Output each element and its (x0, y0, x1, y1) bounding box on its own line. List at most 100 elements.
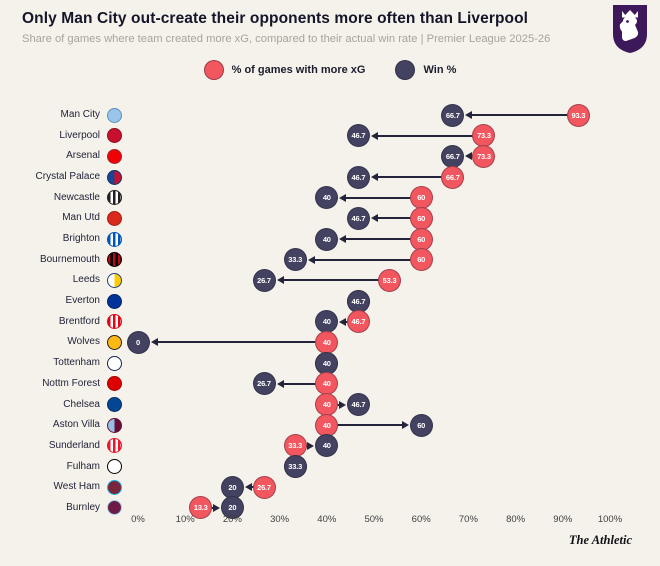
arrowhead-icon (370, 131, 378, 140)
x-axis-tick-label: 20% (222, 514, 242, 525)
xg-circle: 26.7 (252, 475, 276, 499)
x-axis-tick-label: 10% (175, 514, 195, 525)
legend-item-win: Win % (395, 60, 456, 80)
xg-circle: 60 (409, 227, 433, 251)
xg-legend-label: % of games with more xG (231, 64, 366, 76)
dumbbell-connector (375, 134, 484, 137)
win-circle: 33.3 (283, 248, 307, 272)
dumbbell-connector (281, 382, 327, 385)
xg-circle: 60 (409, 206, 433, 230)
team-badge-icon (107, 355, 122, 371)
xg-circle: 33.3 (283, 434, 307, 458)
team-badge-icon (107, 190, 122, 206)
win-circle: 20 (220, 475, 244, 499)
xg-circle: 40 (315, 413, 339, 437)
xg-circle: 53.3 (378, 268, 402, 292)
team-label: Liverpool (59, 129, 100, 141)
team-badge-icon (107, 479, 122, 495)
arrowhead-icon (339, 193, 347, 202)
x-axis-tick-label: 90% (553, 514, 573, 525)
arrowhead-icon (370, 173, 378, 182)
team-label: Leeds (72, 274, 100, 286)
win-circle: 33.3 (283, 455, 307, 479)
team-label: West Ham (53, 481, 101, 493)
x-axis-tick-label: 0% (131, 514, 145, 525)
team-label: Bournemouth (39, 253, 100, 265)
chart-title: Only Man City out-create their opponents… (22, 10, 529, 27)
team-label: Crystal Palace (35, 171, 100, 183)
dumbbell-connector (281, 279, 390, 282)
x-axis-tick-label: 100% (597, 514, 623, 525)
arrowhead-icon (244, 483, 252, 492)
win-circle: 66.7 (441, 103, 465, 127)
arrowhead-icon (339, 317, 347, 326)
arrowhead-icon (276, 379, 284, 388)
team-badge-icon (107, 438, 122, 454)
team-label: Burnley (66, 501, 100, 513)
arrowhead-icon (307, 441, 315, 450)
win-circle: 26.7 (252, 372, 276, 396)
win-circle: 40 (315, 186, 339, 210)
team-badge-icon (107, 252, 122, 268)
dumbbell-connector (312, 258, 422, 261)
x-axis-tick-label: 80% (506, 514, 526, 525)
arrowhead-icon (401, 421, 409, 430)
x-axis-tick-label: 40% (317, 514, 337, 525)
xg-circle: 40 (315, 372, 339, 396)
dumbbell-connector (470, 114, 579, 116)
arrowhead-icon (370, 214, 378, 223)
publisher-wordmark: The Athletic (568, 533, 632, 547)
xg-circle: 73.3 (472, 124, 496, 148)
team-badge-icon (107, 148, 122, 164)
win-circle: 46.7 (346, 206, 370, 230)
arrowhead-icon (150, 338, 158, 347)
dumbbell-connector (344, 196, 422, 199)
team-label: Man City (60, 109, 100, 120)
win-circle: 66.7 (441, 144, 465, 168)
xg-circle: 13.3 (189, 496, 213, 520)
arrowhead-icon (465, 111, 473, 119)
team-badge-icon (107, 169, 122, 185)
x-axis-tick-label: 30% (270, 514, 290, 525)
xg-circle: 73.3 (472, 144, 496, 168)
team-label: Chelsea (63, 398, 100, 410)
team-badge-icon (107, 107, 122, 123)
team-badge-icon (107, 272, 122, 288)
dumbbell-connector (375, 217, 422, 220)
arrowhead-icon (339, 235, 347, 244)
win-circle: 46.7 (346, 165, 370, 189)
x-axis-tick-label: 50% (364, 514, 384, 525)
win-circle: 46.7 (346, 393, 370, 417)
xg-circle: 40 (315, 330, 339, 354)
win-circle: 20 (220, 496, 244, 520)
team-badge-icon (107, 314, 122, 330)
arrowhead-icon (307, 255, 315, 264)
win-circle: 60 (409, 413, 433, 437)
team-badge-icon (107, 397, 122, 413)
win-legend-swatch-icon (395, 60, 416, 80)
win-circle: 46.7 (346, 124, 370, 148)
arrowhead-icon (212, 503, 220, 512)
win-legend-label: Win % (423, 64, 457, 76)
team-badge-icon (107, 334, 122, 350)
xg-circle: 93.3 (566, 103, 590, 127)
team-label: Man Utd (62, 212, 100, 224)
team-badge-icon (107, 500, 122, 516)
x-axis-tick-label: 70% (458, 514, 478, 525)
x-axis-tick-label: 60% (411, 514, 431, 525)
team-label: Brighton (62, 233, 100, 245)
win-circle: 40 (315, 310, 339, 334)
arrowhead-icon (338, 400, 346, 409)
dumbbell-connector (344, 238, 422, 241)
team-badge-icon (107, 231, 122, 247)
team-label: Everton (65, 295, 100, 307)
team-label: Tottenham (53, 357, 100, 369)
chart-subtitle: Share of games where team created more x… (22, 33, 551, 45)
team-label: Aston Villa (52, 419, 100, 431)
team-badge-icon (107, 376, 122, 392)
xg-circle: 60 (409, 186, 433, 210)
dumbbell-connector (155, 341, 327, 344)
team-badge-icon (107, 128, 122, 144)
win-circle: 40 (315, 434, 339, 458)
